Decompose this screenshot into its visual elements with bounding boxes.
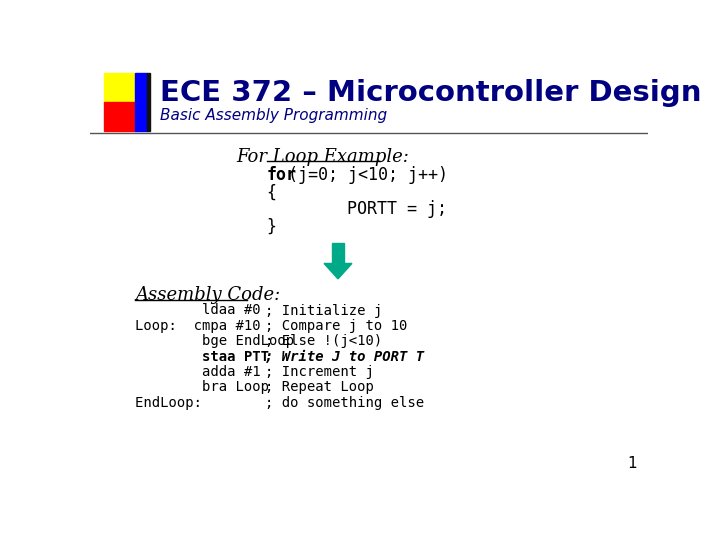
Text: }: } [266, 217, 276, 235]
Text: staa PTT: staa PTT [135, 350, 302, 364]
Text: PORTT = j;: PORTT = j; [266, 200, 446, 218]
Text: 1: 1 [628, 456, 637, 471]
Text: EndLoop:: EndLoop: [135, 396, 302, 410]
Text: ; do something else: ; do something else [265, 396, 424, 410]
Text: ; Compare j to 10: ; Compare j to 10 [265, 319, 408, 333]
Text: ECE 372 – Microcontroller Design: ECE 372 – Microcontroller Design [160, 78, 701, 106]
Bar [148, 72, 150, 131]
Text: (j=0; j<10; j++): (j=0; j<10; j++) [287, 166, 448, 185]
Bar [332, 244, 344, 264]
Text: {: { [266, 184, 276, 201]
Text: ; Else !(j<10): ; Else !(j<10) [265, 334, 382, 348]
Text: ldaa #0: ldaa #0 [135, 303, 302, 318]
Bar [135, 72, 148, 131]
Bar [104, 72, 135, 102]
Text: ; Repeat Loop: ; Repeat Loop [265, 381, 374, 395]
Text: Basic Assembly Programming: Basic Assembly Programming [160, 108, 387, 123]
Text: bge EndLoop: bge EndLoop [135, 334, 302, 348]
Polygon shape [324, 264, 352, 279]
Text: ; Write J to PORT T: ; Write J to PORT T [265, 350, 424, 364]
Text: Loop:  cmpa #10: Loop: cmpa #10 [135, 319, 294, 333]
Text: for: for [266, 166, 297, 185]
Text: ; Increment j: ; Increment j [265, 365, 374, 379]
Text: ; Initialize j: ; Initialize j [265, 303, 382, 318]
Text: bra Loop: bra Loop [135, 381, 302, 395]
Bar [104, 102, 135, 131]
Text: adda #1: adda #1 [135, 365, 302, 379]
Text: For Loop Example:: For Loop Example: [236, 148, 409, 166]
Text: Assembly Code:: Assembly Code: [135, 286, 280, 304]
